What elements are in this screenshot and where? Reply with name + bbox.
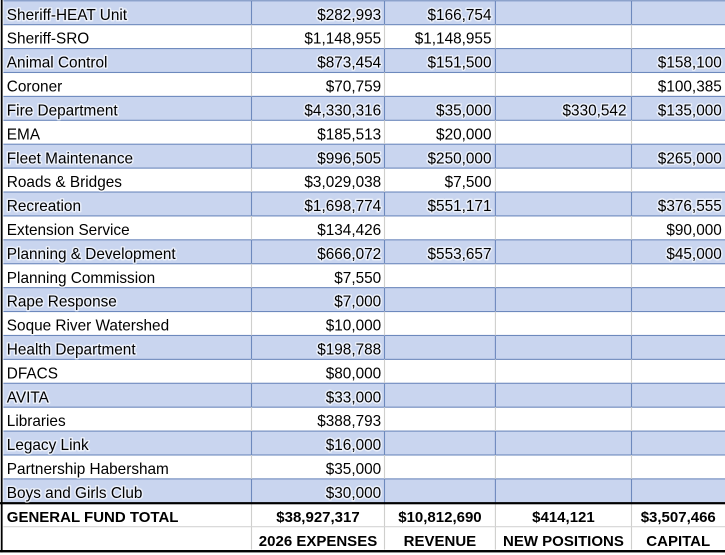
svg-text:$35,000: $35,000	[436, 102, 491, 119]
svg-text:$90,000: $90,000	[666, 222, 721, 239]
svg-text:Animal Control: Animal Control	[7, 55, 108, 72]
svg-text:Roads & Bridges: Roads & Bridges	[7, 174, 122, 191]
svg-text:$3,029,038: $3,029,038	[304, 174, 381, 191]
svg-text:Coroner: Coroner	[7, 79, 62, 96]
svg-text:$80,000: $80,000	[326, 365, 381, 382]
svg-text:$666,072: $666,072	[317, 246, 381, 263]
svg-text:$330,542: $330,542	[563, 102, 627, 119]
svg-text:REVENUE: REVENUE	[404, 533, 477, 550]
svg-text:EMA: EMA	[7, 126, 41, 143]
svg-text:$16,000: $16,000	[326, 437, 381, 454]
svg-text:$553,657: $553,657	[428, 246, 492, 263]
svg-text:Health Department: Health Department	[7, 342, 137, 359]
svg-text:$35,000: $35,000	[326, 461, 381, 478]
svg-text:$135,000: $135,000	[658, 102, 722, 119]
svg-text:Rape Response: Rape Response	[7, 294, 117, 311]
svg-text:$250,000: $250,000	[428, 150, 492, 167]
svg-text:$7,500: $7,500	[445, 174, 492, 191]
svg-text:$388,793: $388,793	[317, 413, 381, 430]
svg-text:Fire Department: Fire Department	[7, 102, 119, 119]
svg-text:Soque River Watershed: Soque River Watershed	[7, 318, 169, 335]
svg-text:$1,148,955: $1,148,955	[304, 31, 381, 48]
svg-text:Libraries: Libraries	[7, 413, 66, 430]
svg-text:$376,555: $376,555	[658, 198, 722, 215]
svg-text:Boys and Girls Club: Boys and Girls Club	[7, 485, 143, 502]
svg-text:$20,000: $20,000	[436, 126, 491, 143]
svg-text:$282,993: $282,993	[317, 7, 381, 24]
svg-text:NEW POSITIONS: NEW POSITIONS	[503, 533, 624, 550]
svg-text:$3,507,466: $3,507,466	[641, 509, 716, 526]
svg-text:$7,550: $7,550	[334, 270, 381, 287]
svg-text:Partnership Habersham: Partnership Habersham	[7, 461, 169, 478]
svg-text:$1,698,774: $1,698,774	[304, 198, 381, 215]
svg-text:$198,788: $198,788	[317, 342, 381, 359]
svg-text:$873,454: $873,454	[317, 55, 381, 72]
svg-text:$166,754: $166,754	[428, 7, 492, 24]
svg-text:AVITA: AVITA	[7, 389, 50, 406]
svg-text:$33,000: $33,000	[326, 389, 381, 406]
svg-text:$4,330,316: $4,330,316	[304, 102, 381, 119]
svg-text:$10,812,690: $10,812,690	[398, 509, 481, 526]
svg-text:$151,500: $151,500	[428, 55, 492, 72]
svg-text:CAPITAL: CAPITAL	[646, 533, 710, 550]
svg-text:$134,426: $134,426	[317, 222, 381, 239]
svg-text:$70,759: $70,759	[326, 79, 381, 96]
svg-text:$38,927,317: $38,927,317	[276, 509, 359, 526]
svg-text:Extension Service: Extension Service	[7, 222, 130, 239]
svg-text:Sheriff-SRO: Sheriff-SRO	[7, 31, 89, 48]
svg-text:Recreation: Recreation	[7, 198, 81, 215]
svg-text:Planning Commission: Planning Commission	[7, 270, 155, 287]
svg-text:$265,000: $265,000	[658, 150, 722, 167]
svg-text:$10,000: $10,000	[326, 318, 381, 335]
svg-text:GENERAL FUND TOTAL: GENERAL FUND TOTAL	[7, 509, 179, 526]
svg-text:$45,000: $45,000	[666, 246, 721, 263]
svg-text:$7,000: $7,000	[334, 294, 381, 311]
svg-text:$996,505: $996,505	[317, 150, 381, 167]
svg-text:$30,000: $30,000	[326, 485, 381, 502]
svg-text:DFACS: DFACS	[7, 365, 58, 382]
svg-text:$185,513: $185,513	[317, 126, 381, 143]
svg-text:2026 EXPENSES: 2026 EXPENSES	[259, 533, 377, 550]
svg-text:$158,100: $158,100	[658, 55, 722, 72]
svg-text:Planning & Development: Planning & Development	[7, 246, 177, 263]
svg-text:Fleet Maintenance: Fleet Maintenance	[7, 150, 133, 167]
svg-text:Legacy Link: Legacy Link	[7, 437, 89, 454]
svg-text:Sheriff-HEAT Unit: Sheriff-HEAT Unit	[7, 7, 128, 24]
svg-text:$100,385: $100,385	[658, 79, 722, 96]
svg-text:$551,171: $551,171	[428, 198, 492, 215]
svg-text:$1,148,955: $1,148,955	[415, 31, 492, 48]
svg-text:$414,121: $414,121	[532, 509, 595, 526]
